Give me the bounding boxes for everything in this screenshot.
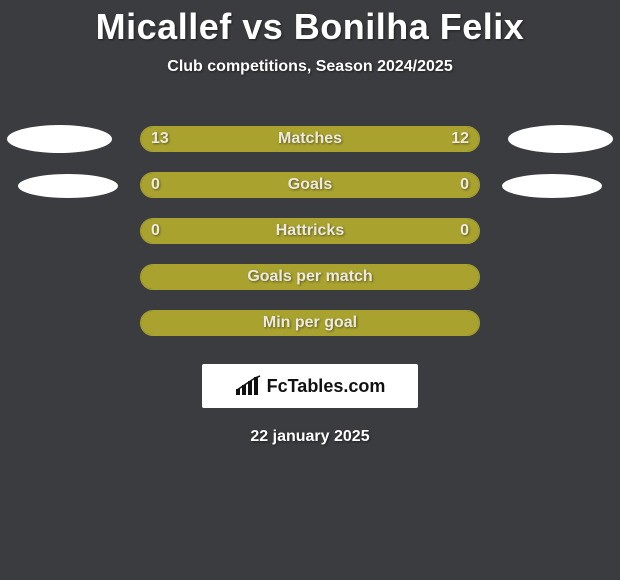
stat-bar: Goals per match — [140, 264, 480, 290]
stat-bar: Hattricks0 0 — [140, 218, 480, 244]
stats-container: Matches1312Goals00Hattricks00Goals per m… — [0, 116, 620, 346]
stat-row: Min per goal — [0, 300, 620, 346]
stat-bar: Goals0 0 — [140, 172, 480, 198]
stat-value-right: 0 — [460, 222, 469, 240]
brand-logo[interactable]: FcTables.com — [202, 364, 418, 408]
stat-value-left: 0 — [151, 222, 160, 240]
stat-label: Goals per match — [141, 268, 479, 286]
stat-label: Min per goal — [141, 314, 479, 332]
stat-label: Goals — [141, 176, 479, 194]
stat-row: Matches13 12 — [0, 116, 620, 162]
bar-chart-icon — [235, 375, 261, 397]
stat-bar: Min per goal — [140, 310, 480, 336]
page-title: Micallef vs Bonilha Felix — [0, 2, 620, 58]
player-photo-right — [508, 125, 613, 153]
generated-date: 22 january 2025 — [0, 428, 620, 446]
stat-row: Hattricks0 0 — [0, 208, 620, 254]
comparison-widget: Micallef vs Bonilha Felix Club competiti… — [0, 0, 620, 446]
stat-label: Matches — [141, 130, 479, 148]
brand-logo-text: FcTables.com — [267, 376, 386, 397]
stat-value-right: 12 — [451, 130, 469, 148]
player-photo-left — [18, 174, 118, 198]
stat-row: Goals per match — [0, 254, 620, 300]
stat-label: Hattricks — [141, 222, 479, 240]
page-subtitle: Club competitions, Season 2024/2025 — [0, 58, 620, 116]
stat-row: Goals0 0 — [0, 162, 620, 208]
player-photo-right — [502, 174, 602, 198]
stat-bar: Matches13 12 — [140, 126, 480, 152]
player-photo-left — [7, 125, 112, 153]
stat-value-right: 0 — [460, 176, 469, 194]
stat-value-left: 13 — [151, 130, 169, 148]
stat-value-left: 0 — [151, 176, 160, 194]
